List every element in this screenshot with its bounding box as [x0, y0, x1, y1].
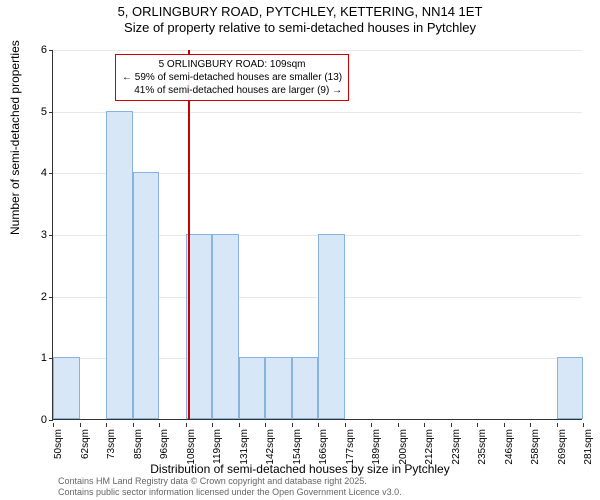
annotation-line-3: 41% of semi-detached houses are larger (… [122, 84, 342, 97]
marker-line [188, 50, 190, 419]
xtick-mark [530, 423, 531, 427]
x-axis-label: Distribution of semi-detached houses by … [0, 462, 600, 476]
xtick-label: 50sqm [53, 429, 64, 459]
chart-area: 012345650sqm62sqm73sqm85sqm96sqm108sqm11… [52, 50, 582, 420]
xtick-mark [133, 423, 134, 427]
xtick-label: 177sqm [345, 429, 356, 465]
xtick-mark [371, 423, 372, 427]
xtick-label: 166sqm [318, 429, 329, 465]
xtick-mark [212, 423, 213, 427]
xtick-mark [239, 423, 240, 427]
xtick-mark [345, 423, 346, 427]
xtick-mark [424, 423, 425, 427]
xtick-label: 131sqm [239, 429, 250, 465]
xtick-label: 96sqm [159, 429, 170, 459]
bar [133, 172, 160, 419]
xtick-mark [398, 423, 399, 427]
annotation-line-1: 5 ORLINGBURY ROAD: 109sqm [122, 58, 342, 71]
bar [318, 234, 345, 419]
xtick-label: 85sqm [133, 429, 144, 459]
xtick-label: 223sqm [451, 429, 462, 465]
ytick-mark [49, 173, 53, 174]
xtick-mark [504, 423, 505, 427]
annotation-box: 5 ORLINGBURY ROAD: 109sqm ← 59% of semi-… [115, 54, 349, 101]
xtick-label: 258sqm [530, 429, 541, 465]
title-main: 5, ORLINGBURY ROAD, PYTCHLEY, KETTERING,… [0, 0, 600, 19]
bar [106, 111, 133, 419]
xtick-mark [292, 423, 293, 427]
xtick-mark [80, 423, 81, 427]
footer-line-1: Contains HM Land Registry data © Crown c… [58, 476, 402, 487]
gridline [53, 50, 582, 51]
xtick-label: 73sqm [106, 429, 117, 459]
ytick-mark [49, 235, 53, 236]
xtick-label: 281sqm [583, 429, 594, 465]
title-sub: Size of property relative to semi-detach… [0, 19, 600, 35]
xtick-mark [451, 423, 452, 427]
xtick-mark [186, 423, 187, 427]
xtick-label: 142sqm [265, 429, 276, 465]
xtick-mark [265, 423, 266, 427]
xtick-mark [583, 423, 584, 427]
xtick-mark [159, 423, 160, 427]
xtick-label: 119sqm [212, 429, 223, 464]
xtick-mark [318, 423, 319, 427]
xtick-label: 235sqm [477, 429, 488, 465]
ytick-mark [49, 50, 53, 51]
xtick-label: 62sqm [80, 429, 91, 459]
ytick-mark [49, 297, 53, 298]
bar [212, 234, 239, 419]
bar [239, 357, 266, 419]
y-axis-label: Number of semi-detached properties [8, 40, 22, 235]
xtick-label: 200sqm [398, 429, 409, 465]
xtick-label: 212sqm [424, 429, 435, 465]
chart-container: 5, ORLINGBURY ROAD, PYTCHLEY, KETTERING,… [0, 0, 600, 500]
xtick-mark [477, 423, 478, 427]
xtick-label: 108sqm [186, 429, 197, 465]
bar [265, 357, 292, 419]
bar [53, 357, 80, 419]
xtick-label: 269sqm [557, 429, 568, 465]
ytick-mark [49, 420, 53, 421]
footer: Contains HM Land Registry data © Crown c… [58, 476, 402, 498]
xtick-label: 189sqm [371, 429, 382, 465]
bar [557, 357, 584, 419]
xtick-mark [557, 423, 558, 427]
xtick-label: 246sqm [504, 429, 515, 465]
annotation-line-2: ← 59% of semi-detached houses are smalle… [122, 71, 342, 84]
ytick-mark [49, 112, 53, 113]
xtick-mark [106, 423, 107, 427]
xtick-mark [53, 423, 54, 427]
xtick-label: 154sqm [292, 429, 303, 465]
footer-line-2: Contains public sector information licen… [58, 487, 402, 498]
bar [292, 357, 319, 419]
